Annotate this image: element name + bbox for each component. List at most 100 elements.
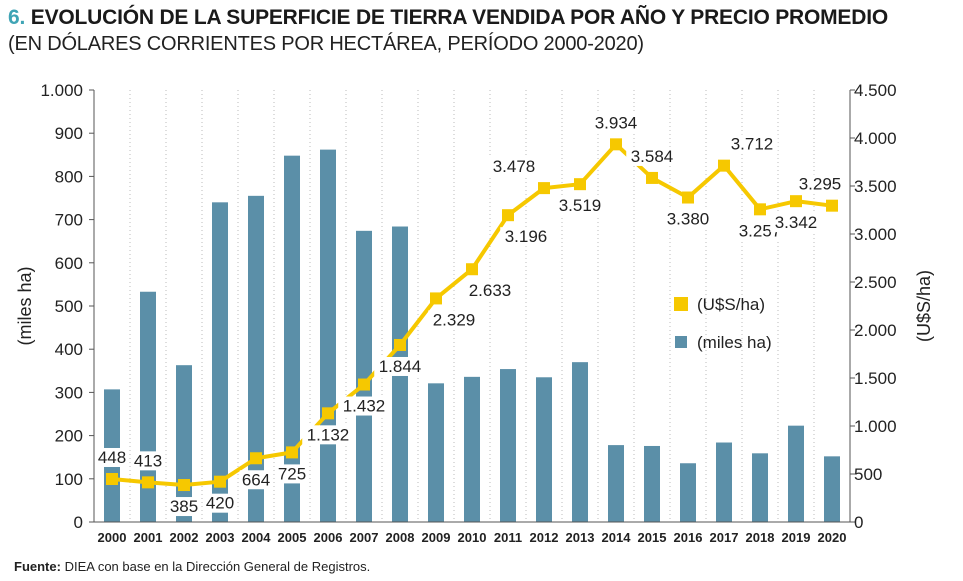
left-tick-label: 500: [55, 297, 83, 316]
x-tick-label: 2007: [350, 530, 379, 545]
price-label-bg: [302, 425, 354, 445]
price-label-bg: [626, 146, 678, 166]
price-data-label: 1.844: [379, 357, 422, 376]
bar-2003: [212, 202, 228, 522]
price-label-bg: [167, 497, 201, 517]
bar-2005: [284, 155, 300, 522]
price-data-label: 1.132: [307, 425, 350, 444]
x-tick-label: 2003: [206, 530, 235, 545]
price-data-label: 3.934: [595, 113, 638, 132]
price-marker-2010: [466, 263, 478, 276]
x-tick-label: 2012: [530, 530, 559, 545]
bar-2004: [248, 195, 264, 522]
price-marker-2018: [754, 203, 766, 216]
price-data-label: 3.519: [559, 196, 602, 215]
price-data-label: 2.633: [469, 281, 512, 300]
price-marker-2002: [178, 479, 190, 492]
price-marker-2012: [538, 182, 550, 195]
x-tick-label: 2017: [710, 530, 739, 545]
right-tick-label: 1.000: [854, 417, 897, 436]
price-label-bg: [770, 213, 822, 233]
price-data-label: 1.432: [343, 397, 386, 416]
price-marker-2003: [214, 475, 226, 488]
bar-2016: [680, 463, 696, 522]
x-axis-ticks: 2000 2001 2002 2003 2004 2005 2006 2007 2008 2009…: [98, 530, 847, 545]
price-marker-2004: [250, 452, 262, 465]
legend-label-area: (miles ha): [697, 333, 772, 352]
price-data-label: 413: [134, 451, 162, 470]
price-data-label: 664: [242, 470, 270, 489]
right-tick-label: 4.500: [854, 81, 897, 100]
x-tick-label: 2000: [98, 530, 127, 545]
x-tick-label: 2019: [782, 530, 811, 545]
price-marker-2001: [142, 476, 154, 489]
price-data-label: 385: [170, 497, 198, 516]
x-tick-label: 2009: [422, 530, 451, 545]
price-marker-2016: [682, 191, 694, 204]
bar-2011: [500, 369, 516, 522]
price-label-bg: [662, 209, 714, 229]
price-label-bg: [488, 157, 540, 177]
chart-title-text: EVOLUCIÓN DE LA SUPERFICIE DE TIERRA VEN…: [30, 6, 888, 29]
left-tick-label: 300: [55, 383, 83, 402]
x-tick-label: 2002: [170, 530, 199, 545]
source-text: DIEA con base en la Dirección General de…: [64, 559, 371, 574]
right-tick-label: 3.500: [854, 177, 897, 196]
line-series: [106, 138, 838, 492]
legend: (U$S/ha) (miles ha): [674, 295, 772, 352]
price-data-label: 420: [206, 494, 234, 513]
price-marker-2019: [790, 195, 802, 208]
price-marker-2020: [826, 199, 838, 212]
left-tick-label: 0: [74, 513, 83, 532]
price-marker-2000: [106, 472, 118, 485]
right-tick-label: 2.000: [854, 321, 897, 340]
price-data-label: 448: [98, 448, 126, 467]
price-marker-2014: [610, 138, 622, 151]
legend-swatch-price: [674, 297, 688, 311]
price-label-bg: [590, 113, 642, 133]
price-data-label: 3.712: [731, 135, 774, 154]
x-tick-label: 2016: [674, 530, 703, 545]
price-marker-2008: [394, 338, 406, 351]
source-label: Fuente:: [14, 559, 61, 574]
price-label-bg: [428, 310, 480, 330]
chart-title: 6. EVOLUCIÓN DE LA SUPERFICIE DE TIERRA …: [8, 6, 888, 30]
price-label-bg: [374, 356, 426, 376]
x-tick-label: 2013: [566, 530, 595, 545]
left-tick-label: 400: [55, 340, 83, 359]
bar-2017: [716, 442, 732, 522]
bar-2013: [572, 362, 588, 522]
left-axis-title: (miles ha): [15, 266, 35, 345]
price-marker-2007: [358, 378, 370, 391]
x-tick-label: 2015: [638, 530, 667, 545]
grid-lines: [129, 90, 815, 522]
chart-subtitle: (EN DÓLARES CORRIENTES POR HECTÁREA, PER…: [8, 33, 644, 55]
price-label-bg: [794, 174, 846, 194]
source-note: Fuente: DIEA con base en la Dirección Ge…: [14, 559, 370, 574]
price-label-bg: [203, 493, 237, 513]
left-tick-label: 700: [55, 211, 83, 230]
bar-2015: [644, 445, 660, 522]
x-tick-label: 2020: [818, 530, 847, 545]
x-tick-label: 2005: [278, 530, 307, 545]
x-tick-label: 2011: [494, 530, 522, 545]
price-label-bg: [338, 396, 390, 416]
price-label-bg: [554, 196, 606, 216]
price-marker-2005: [286, 446, 298, 459]
price-marker-2011: [502, 209, 514, 222]
right-axis-ticks: 0 500 1.000 1.500 2.000 2.500 3.000 3.500 4.000 4…: [850, 81, 897, 532]
bar-2009: [428, 383, 444, 522]
left-tick-label: 600: [55, 254, 83, 273]
x-tick-label: 2001: [134, 530, 163, 545]
left-tick-label: 100: [55, 470, 83, 489]
price-marker-2013: [574, 178, 586, 191]
x-tick-label: 2008: [386, 530, 415, 545]
legend-label-price: (U$S/ha): [697, 295, 765, 314]
right-tick-label: 4.000: [854, 129, 897, 148]
price-label-bg: [726, 134, 778, 154]
bar-2019: [788, 425, 804, 522]
price-marker-2009: [430, 292, 442, 305]
x-tick-label: 2006: [314, 530, 343, 545]
right-tick-label: 500: [854, 465, 882, 484]
